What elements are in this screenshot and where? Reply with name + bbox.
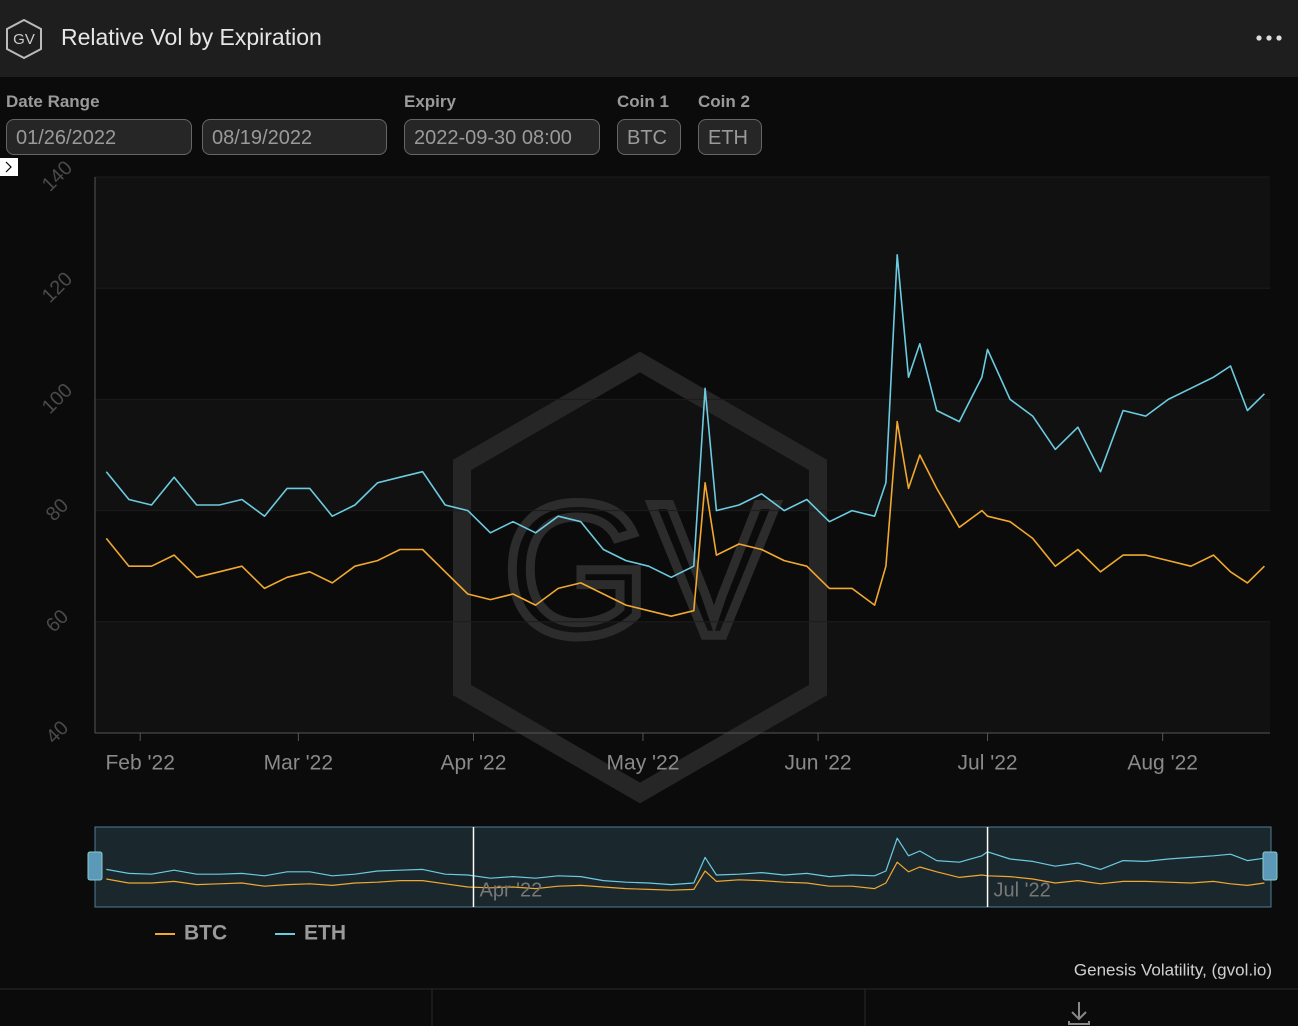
filter-label: Coin 1 bbox=[617, 92, 669, 111]
plot-band bbox=[95, 399, 1270, 511]
navigator-handle[interactable] bbox=[1262, 851, 1278, 881]
y-tick-label: 100 bbox=[38, 379, 77, 418]
legend-label: BTC bbox=[184, 922, 227, 945]
expiry-select[interactable]: 2022-09-30 08:00 bbox=[404, 119, 600, 155]
x-tick-label: May '22 bbox=[607, 752, 680, 775]
x-tick-label: Jun '22 bbox=[785, 752, 852, 775]
y-tick-label: 60 bbox=[42, 606, 73, 637]
title: Relative Vol by Expiration bbox=[61, 24, 322, 50]
y-tick-label: 120 bbox=[38, 268, 77, 307]
navigator-tick-label: Apr '22 bbox=[479, 879, 542, 901]
plot-band bbox=[95, 621, 1270, 733]
legend-item[interactable]: ETH bbox=[275, 922, 346, 945]
navigator-handle[interactable] bbox=[87, 851, 103, 881]
y-tick-label: 80 bbox=[42, 494, 73, 525]
y-tick-label: 140 bbox=[38, 157, 77, 196]
filter-label: Coin 2 bbox=[698, 92, 750, 111]
menu-button[interactable] bbox=[1255, 32, 1285, 44]
navigator-line bbox=[106, 861, 1265, 891]
y-tick-label: 40 bbox=[42, 717, 73, 748]
filter-label: Expiry bbox=[404, 92, 456, 111]
series-line bbox=[105, 420, 1265, 617]
date-input[interactable]: 08/19/2022 bbox=[202, 119, 387, 155]
coin-select[interactable]: ETH bbox=[698, 119, 762, 155]
x-tick-label: Mar '22 bbox=[264, 752, 333, 775]
x-tick-label: Apr '22 bbox=[441, 752, 507, 775]
coin-select[interactable]: BTC bbox=[617, 119, 681, 155]
legend-item[interactable]: BTC bbox=[155, 922, 227, 945]
credit: Genesis Volatility, (gvol.io) bbox=[1074, 960, 1272, 979]
toggle-button[interactable] bbox=[0, 158, 18, 176]
series-line bbox=[105, 254, 1265, 579]
plot-band bbox=[95, 177, 1270, 289]
legend-label: ETH bbox=[304, 922, 346, 945]
navigator-tick-label: Jul '22 bbox=[994, 879, 1051, 901]
download-button[interactable] bbox=[1068, 1002, 1090, 1025]
logo-text: GV bbox=[13, 31, 35, 48]
watermark-text: GV bbox=[503, 464, 778, 676]
header: GV Relative Vol by Expiration bbox=[0, 0, 1298, 77]
navigator bbox=[94, 826, 1272, 908]
filter-label: Date Range bbox=[6, 92, 100, 111]
date-input[interactable]: 01/26/2022 bbox=[6, 119, 192, 155]
x-tick-label: Feb '22 bbox=[105, 752, 174, 775]
logo: GV bbox=[6, 18, 42, 60]
navigator-line bbox=[106, 837, 1265, 886]
x-tick-label: Jul '22 bbox=[958, 752, 1018, 775]
x-tick-label: Aug '22 bbox=[1127, 752, 1198, 775]
watermark-hexagon bbox=[453, 351, 827, 804]
